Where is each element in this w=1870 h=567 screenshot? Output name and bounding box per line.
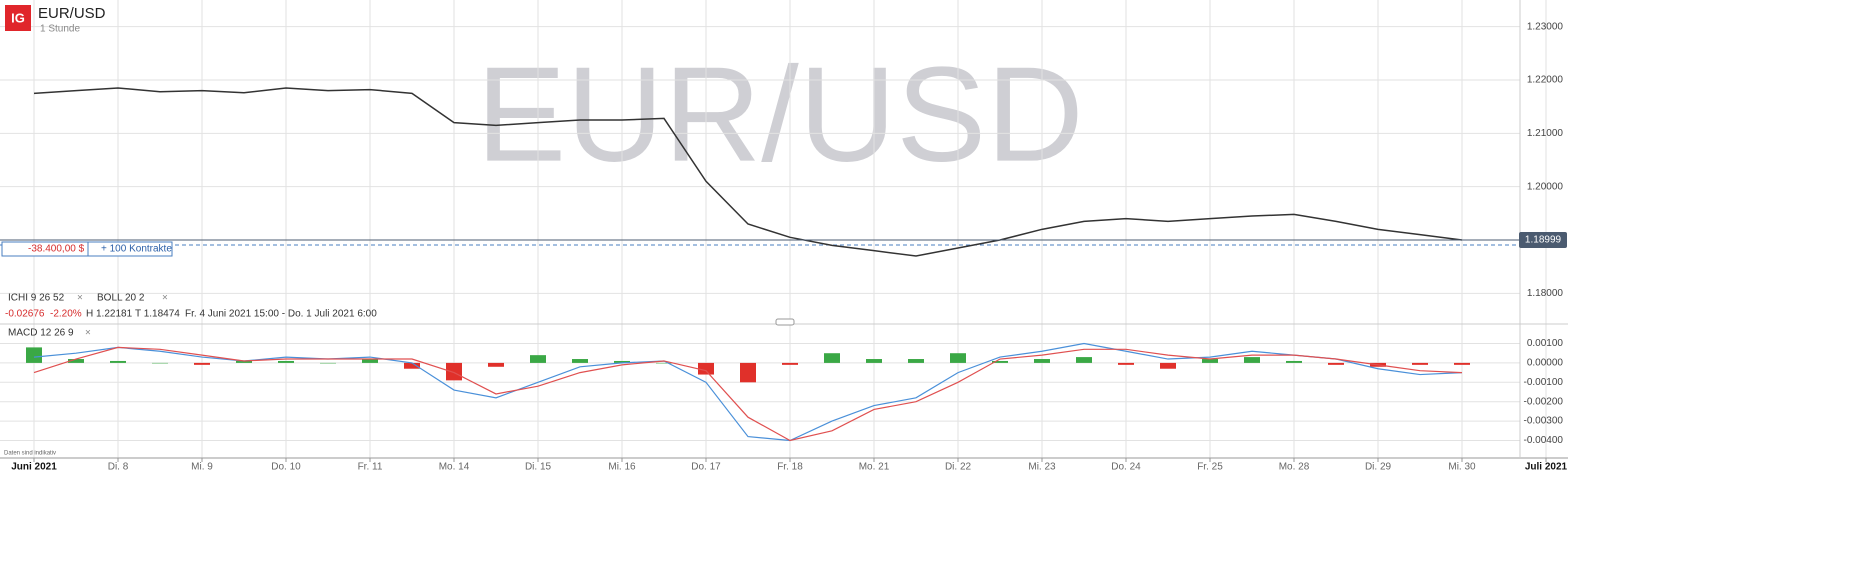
time-label: Do. 10	[271, 462, 301, 473]
histogram-bar	[950, 353, 966, 363]
time-label: Mo. 14	[439, 462, 470, 473]
change: -0.02676	[5, 309, 45, 320]
time-label: Di. 15	[525, 462, 552, 473]
y-tick-label: 1.21000	[1527, 128, 1564, 139]
remove-bollinger[interactable]: ×	[162, 293, 168, 304]
time-label: Fr. 18	[777, 462, 803, 473]
bollinger-label[interactable]: BOLL 20 2	[97, 293, 145, 304]
histogram-bar	[866, 359, 882, 363]
time-label: Di. 22	[945, 462, 972, 473]
histogram-bar	[1328, 362, 1344, 365]
time-label: Mo. 28	[1279, 462, 1310, 473]
histogram-bar	[614, 360, 630, 363]
histogram-bar	[1454, 362, 1470, 365]
histogram-bar	[656, 362, 672, 364]
time-label: Fr. 25	[1197, 462, 1223, 473]
symbol: EUR/USD	[38, 5, 106, 22]
histogram-bar	[992, 360, 1008, 363]
y-tick-label: 0.00000	[1527, 358, 1564, 369]
histogram-bar	[1118, 362, 1134, 365]
last-price-box	[1519, 232, 1567, 249]
histogram-bar	[740, 362, 756, 383]
histogram-bar	[278, 360, 294, 363]
time-label: Di. 29	[1365, 462, 1392, 473]
histogram-bar	[236, 360, 252, 363]
position-pnl: -38.400,00 $	[28, 244, 85, 255]
y-tick-label: 1.18000	[1527, 288, 1564, 299]
macd-label[interactable]: MACD 12 26 9	[8, 328, 74, 339]
remove-ichimoku[interactable]: ×	[77, 293, 83, 304]
histogram-bar	[1076, 357, 1092, 363]
histogram-bar	[194, 362, 210, 365]
y-tick-label: -0.00300	[1524, 416, 1564, 427]
histogram-bar	[572, 359, 588, 363]
histogram-bar	[68, 359, 84, 363]
histogram-bar	[110, 360, 126, 363]
position-size: + 100 Kontrakte	[101, 244, 172, 255]
y-tick-label: 1.20000	[1527, 181, 1564, 192]
line-series	[33, 342, 1463, 442]
y-tick-label: 0.00100	[1527, 338, 1564, 349]
time-label: Fr. 11	[358, 462, 383, 473]
time-label: Di. 8	[108, 462, 129, 473]
histogram-bar	[530, 355, 546, 363]
histogram-bar	[152, 362, 168, 364]
position-box[interactable]	[1, 241, 173, 257]
histogram-bar	[1034, 359, 1050, 363]
histogram-bar	[1244, 357, 1260, 363]
histogram-bar	[404, 362, 420, 369]
histogram-bar	[1160, 362, 1176, 369]
histogram-bar	[824, 353, 840, 363]
low: T 1.18474	[135, 309, 180, 320]
histogram-bar	[446, 362, 462, 381]
footnote: Daten sind indikativ	[4, 451, 56, 457]
time-label: Juni 2021	[11, 462, 57, 473]
resize-handle[interactable]	[775, 318, 795, 326]
y-tick-label: -0.00400	[1524, 435, 1564, 446]
time-label: Mi. 9	[191, 462, 213, 473]
remove-macd[interactable]: ×	[85, 328, 91, 339]
histogram-bar	[488, 362, 504, 367]
last-price-label: 1.18999	[1525, 235, 1562, 246]
y-tick-label: 1.22000	[1527, 75, 1564, 86]
line-series	[33, 87, 1463, 257]
date-range: Fr. 4 Juni 2021 15:00 - Do. 1 Juli 2021 …	[185, 309, 377, 320]
interval: 1 Stunde	[40, 24, 80, 35]
time-label: Mo. 21	[859, 462, 890, 473]
logo: IG	[11, 10, 25, 25]
histogram-bar	[320, 362, 336, 364]
time-label: Mi. 23	[1028, 462, 1056, 473]
time-label: Juli 2021	[1525, 462, 1568, 473]
watermark: EUR/USD	[476, 39, 1084, 190]
time-label: Do. 24	[1111, 462, 1141, 473]
time-label: Mi. 16	[608, 462, 636, 473]
logo-box	[5, 5, 31, 31]
histogram-bar	[1286, 360, 1302, 363]
histogram-bar	[908, 359, 924, 363]
histogram-bar	[782, 362, 798, 365]
histogram-bar	[1412, 362, 1428, 365]
histogram-bar	[698, 362, 714, 375]
change-percent: -2.20%	[50, 309, 82, 320]
histogram-bar	[26, 347, 42, 363]
ichimoku-label[interactable]: ICHI 9 26 52	[8, 293, 65, 304]
histogram-bar	[1202, 359, 1218, 363]
time-label: Do. 17	[691, 462, 721, 473]
y-tick-label: -0.00100	[1524, 377, 1564, 388]
histogram-bar	[362, 359, 378, 363]
y-tick-label: 1.23000	[1527, 21, 1564, 32]
time-label: Mi. 30	[1448, 462, 1476, 473]
high: H 1.22181	[86, 309, 133, 320]
y-tick-label: -0.00200	[1524, 396, 1564, 407]
line-series	[33, 346, 1463, 442]
